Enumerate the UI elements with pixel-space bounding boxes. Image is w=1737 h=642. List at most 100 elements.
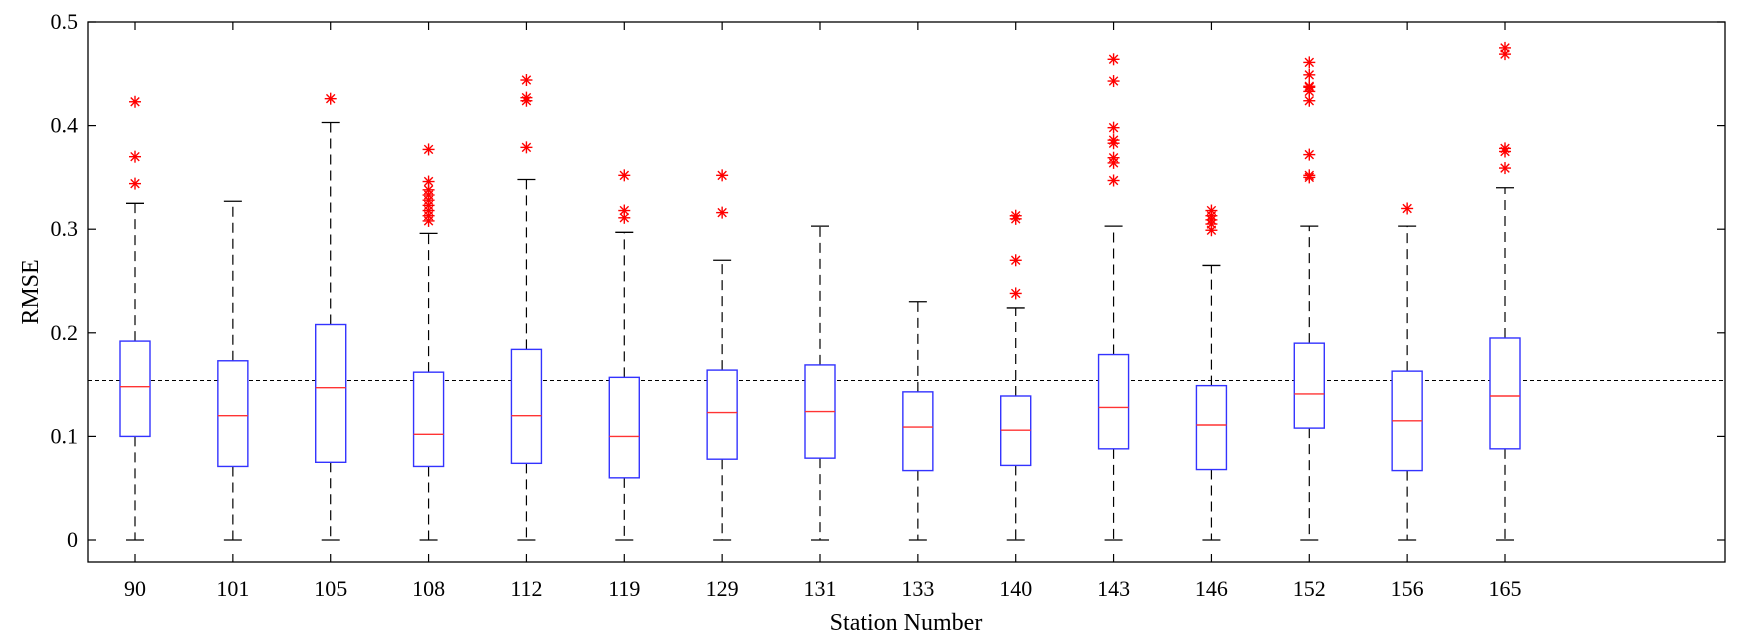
outlier-stroke xyxy=(717,170,727,181)
outlier-stroke xyxy=(1500,143,1510,154)
x-tick-label: 105 xyxy=(314,576,347,601)
outlier-marker xyxy=(1205,204,1218,217)
x-tick-label: 133 xyxy=(901,576,934,601)
y-tick-label: 0.4 xyxy=(51,113,79,138)
box-119 xyxy=(608,169,640,541)
outlier-stroke xyxy=(1108,135,1119,145)
outlier-marker xyxy=(1499,162,1511,175)
outlier-stroke xyxy=(1206,205,1217,216)
outlier-stroke xyxy=(130,97,140,107)
iqr-box xyxy=(1489,337,1521,450)
iqr-box xyxy=(706,369,738,460)
x-tick-label: 129 xyxy=(706,576,739,601)
outlier-marker xyxy=(422,175,435,188)
outlier-marker xyxy=(1499,142,1511,155)
outlier-stroke xyxy=(619,170,630,181)
x-axis-label: Station Number xyxy=(830,610,983,636)
outlier-stroke xyxy=(619,213,630,223)
iqr-box xyxy=(608,376,640,479)
outlier-stroke xyxy=(1304,81,1315,91)
x-tick-label: 143 xyxy=(1097,576,1130,601)
outlier-stroke xyxy=(1010,210,1021,221)
x-tick-label: 112 xyxy=(510,576,542,601)
outlier-stroke xyxy=(1108,152,1119,163)
outlier-stroke xyxy=(521,75,532,85)
x-tick-label: 156 xyxy=(1391,576,1424,601)
box-143 xyxy=(1097,53,1130,541)
iqr-box xyxy=(412,371,445,468)
iqr-box xyxy=(1097,353,1130,450)
outlier-marker xyxy=(716,169,729,182)
y-tick-label: 0.2 xyxy=(51,320,79,345)
outlier-stroke xyxy=(1108,76,1119,86)
x-tick-label: 165 xyxy=(1489,576,1522,601)
outlier-marker xyxy=(520,74,533,87)
outlier-stroke xyxy=(1010,255,1021,266)
outlier-stroke xyxy=(1108,175,1119,186)
y-tick-label: 0.5 xyxy=(51,9,79,34)
outlier-stroke xyxy=(423,176,434,187)
box-152 xyxy=(1293,56,1325,541)
outlier-marker xyxy=(1009,209,1022,222)
outlier-marker xyxy=(618,204,631,217)
y-tick-label: 0 xyxy=(67,527,78,552)
outlier-marker xyxy=(1107,53,1120,66)
box-129 xyxy=(706,169,738,541)
outlier-marker xyxy=(716,206,729,219)
box-140 xyxy=(1000,209,1032,541)
outlier-marker xyxy=(618,169,631,182)
outlier-marker xyxy=(1303,169,1316,182)
outlier-stroke xyxy=(717,207,727,218)
iqr-box xyxy=(510,348,543,465)
outlier-marker xyxy=(324,92,337,105)
outlier-stroke xyxy=(1108,122,1119,133)
x-tick-label: 108 xyxy=(412,576,445,601)
outlier-marker xyxy=(1009,287,1022,300)
outlier-stroke xyxy=(423,185,434,195)
x-tick-label: 101 xyxy=(216,576,249,601)
outlier-marker xyxy=(1107,134,1120,147)
iqr-box xyxy=(1195,384,1228,471)
y-tick-label: 0.1 xyxy=(51,423,79,448)
outlier-marker xyxy=(1499,41,1511,54)
box-165 xyxy=(1489,41,1521,541)
outlier-marker xyxy=(1107,121,1120,134)
outlier-stroke xyxy=(619,205,630,216)
outlier-stroke xyxy=(1402,203,1412,214)
outlier-marker xyxy=(1107,75,1120,88)
outlier-stroke xyxy=(130,151,140,162)
x-tick-label: 131 xyxy=(804,576,837,601)
x-tick-label: 90 xyxy=(124,576,146,601)
box-156 xyxy=(1391,202,1423,541)
outlier-stroke xyxy=(325,93,336,104)
outlier-marker xyxy=(1303,68,1316,81)
outlier-marker xyxy=(1401,202,1414,215)
x-tick-label: 146 xyxy=(1195,576,1228,601)
x-tick-label: 140 xyxy=(999,576,1032,601)
y-tick-label: 0.3 xyxy=(51,216,79,241)
y-axis-ticks: 0 0.1 0.2 0.3 0.4 0.5 xyxy=(51,9,1725,552)
outlier-marker xyxy=(1009,254,1022,267)
outlier-stroke xyxy=(1304,149,1315,160)
iqr-box xyxy=(119,340,151,438)
iqr-box xyxy=(315,323,347,463)
outlier-stroke xyxy=(130,178,140,189)
box-series xyxy=(119,41,1521,541)
outlier-stroke xyxy=(1010,288,1021,299)
x-tick-label: 152 xyxy=(1293,576,1326,601)
box-90 xyxy=(119,95,151,541)
outlier-marker xyxy=(520,141,533,154)
box-146 xyxy=(1195,204,1228,541)
outlier-marker xyxy=(1303,80,1316,93)
outlier-stroke xyxy=(1304,70,1315,80)
box-131 xyxy=(804,225,836,541)
outlier-stroke xyxy=(521,92,532,103)
plot-frame xyxy=(87,21,1726,563)
iqr-box xyxy=(1293,342,1325,429)
outlier-stroke xyxy=(1108,54,1119,65)
outlier-marker xyxy=(1303,56,1316,69)
outlier-marker xyxy=(1107,174,1120,187)
outlier-marker xyxy=(129,95,141,108)
x-axis-ticks: 90 101 105 108 112 119 129 131 133 140 143 146 152 15… xyxy=(124,22,1522,601)
